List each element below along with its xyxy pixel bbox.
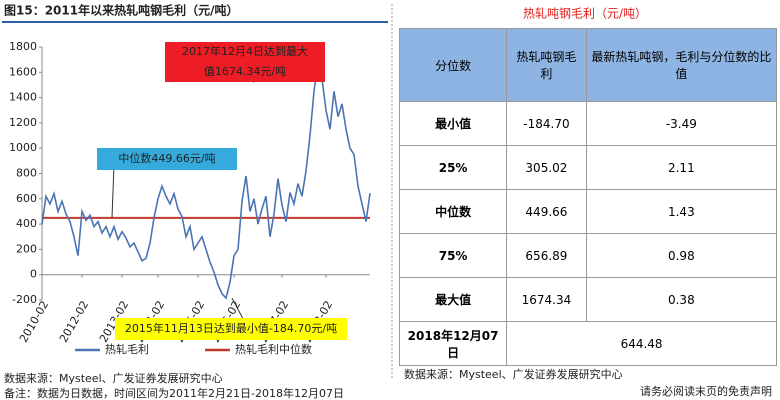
- y-tick-label: 800: [16, 167, 37, 180]
- y-tick-label: 1800: [9, 40, 37, 53]
- cell: 75%: [398, 233, 508, 278]
- annotation-box: [165, 42, 325, 82]
- chart-title: 图15：2011年以来热轧吨钢毛利（元/吨）: [4, 3, 238, 18]
- table-source: 数据来源：Mysteel、广发证券发展研究中心: [404, 368, 623, 381]
- data-table: 分位数 热轧吨钢毛利 最新热轧吨钢，毛利与分位数的比值 最小值 -184.70 -3.4…: [398, 28, 778, 366]
- annotation-text: 中位数449.66元/吨: [118, 151, 215, 165]
- annotation-box: [115, 318, 347, 340]
- cell: 449.66: [506, 189, 587, 234]
- cell: -184.70: [506, 101, 587, 146]
- cell: 2018年12月07日: [398, 321, 508, 366]
- line-series: [41, 62, 371, 300]
- cell: 1674.34: [506, 277, 587, 322]
- cell: 2.11: [585, 145, 778, 190]
- cell: 656.89: [506, 233, 587, 278]
- note: 备注：数据为日数据，时间区间为2011年2月21日-2018年12月07日: [4, 387, 344, 400]
- y-tick-label: 1200: [9, 116, 37, 129]
- y-tick-label: 400: [16, 217, 37, 230]
- y-tick-label: 1600: [9, 65, 37, 78]
- legend-label: 热轧毛利中位数: [235, 342, 312, 356]
- y-tick-label: 1400: [9, 91, 37, 104]
- cell: 0.98: [585, 233, 778, 278]
- annotation-arrow: [231, 297, 244, 319]
- header-cell: 最新热轧吨钢，毛利与分位数的比值: [585, 28, 778, 102]
- header-cell: 分位数: [398, 28, 508, 102]
- cell: 1.43: [585, 189, 778, 234]
- header-cell: 热轧吨钢毛利: [506, 28, 587, 102]
- source: 数据来源：Mysteel、广发证券发展研究中心: [4, 372, 223, 385]
- annotation-text: 2015年11月13日达到最小值-184.70元/吨: [125, 321, 337, 335]
- legend-label: 热轧毛利: [105, 342, 149, 356]
- x-tick-label: 2012-02: [57, 299, 91, 345]
- cell: -3.49: [585, 101, 778, 146]
- cell: 最大值: [398, 277, 508, 322]
- table-title: 热轧吨钢毛利（元/吨）: [523, 7, 647, 21]
- cell: 305.02: [506, 145, 587, 190]
- annotation-text: 2017年12月4日达到最大: [182, 44, 308, 58]
- cell: 25%: [398, 145, 508, 190]
- annotation-text: 值1674.34元/吨: [204, 65, 286, 78]
- y-tick-label: 0: [30, 268, 37, 281]
- y-tick-label: 1000: [9, 141, 37, 154]
- annotation-box: [97, 148, 237, 170]
- cell: 最小值: [398, 101, 508, 146]
- y-tick-label: 200: [16, 242, 37, 255]
- cell: 中位数: [398, 189, 508, 234]
- disclaimer: 请务必阅读末页的免责声明: [640, 385, 772, 398]
- annotation-arrow: [111, 169, 115, 218]
- cell: 0.38: [585, 277, 778, 322]
- y-tick-label: 600: [16, 192, 37, 205]
- cell: 644.48: [506, 321, 777, 366]
- y-tick-label: -200: [12, 293, 37, 306]
